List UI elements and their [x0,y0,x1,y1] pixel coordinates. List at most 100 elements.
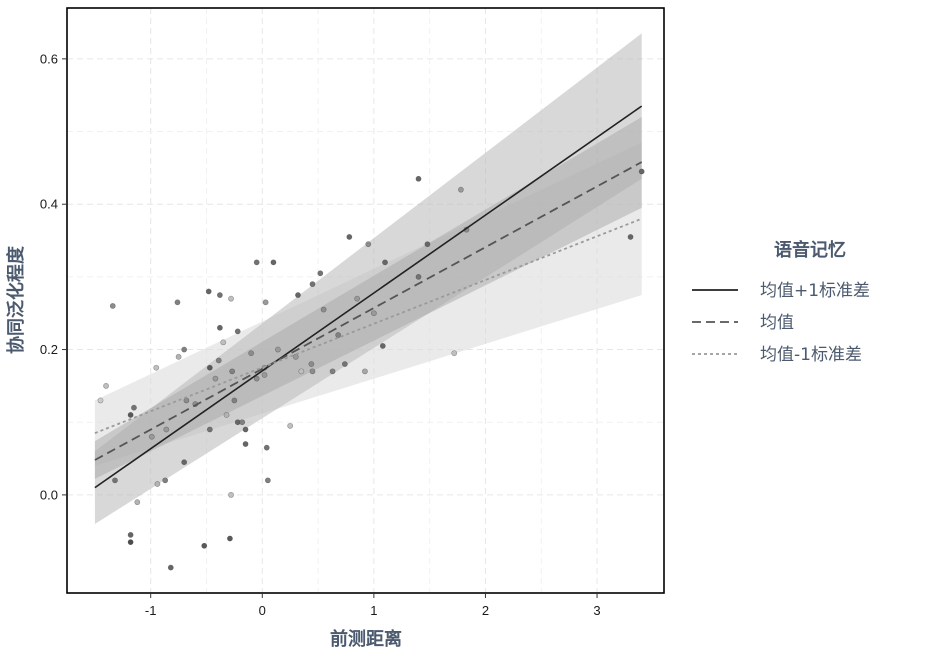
data-point [262,299,269,306]
legend-title: 语音记忆 [774,239,846,261]
y-tick-label: 0.2 [40,342,58,357]
x-tick-label: 0 [259,603,266,618]
data-point [206,364,213,371]
data-point [309,368,316,375]
data-point [298,368,305,375]
y-axis-title: 协同泛化程度 [5,245,27,354]
data-point [148,433,155,440]
data-point [253,259,260,266]
data-point [229,368,236,375]
data-point [458,186,464,193]
data-point [216,292,223,298]
data-point [205,288,212,295]
data-point [220,339,227,346]
regression-line [94,161,643,461]
data-point [320,306,327,313]
data-point [154,481,161,487]
regression-lines [94,105,643,489]
x-tick-label: 1 [370,603,377,618]
data-point [451,350,458,357]
data-point [167,564,174,571]
x-tick-label: -1 [145,603,157,618]
data-point [112,477,118,484]
data-point [317,270,324,277]
data-point [264,477,271,484]
data-point [415,273,422,280]
data-point [638,168,645,175]
data-point [270,259,277,266]
data-point [292,353,299,360]
data-point [175,353,182,360]
data-point [134,499,141,506]
data-point [415,175,422,182]
data-point [97,397,104,404]
data-point [228,491,234,498]
data-point [275,346,281,353]
confidence-band [94,117,642,479]
data-point [201,542,208,549]
data-point [239,419,246,426]
data-point [335,332,342,338]
y-axis-ticks: 0.0 0.2 0.4 0.6 [40,51,67,502]
legend-label: 均值-1标准差 [760,345,862,365]
data-point [365,241,372,248]
data-point [181,346,188,353]
data-point [231,397,238,404]
y-tick-label: 0.6 [40,51,58,66]
data-point [379,343,386,349]
data-point [308,361,315,367]
data-point [242,441,249,447]
data-point [287,422,294,429]
data-point [109,303,116,309]
y-tick-label: 0.4 [40,197,58,212]
legend-label: 均值+1标准差 [760,281,870,301]
data-point [382,259,388,266]
data-point [253,375,260,382]
data-point [627,234,634,240]
data-point [228,295,234,302]
data-point [127,539,134,546]
x-tick-label: 2 [482,603,489,618]
data-point [362,368,368,375]
data-point [206,426,213,433]
data-point [127,412,134,418]
data-point [162,477,169,484]
data-point [223,412,230,418]
data-point [354,295,361,302]
data-point [248,350,255,357]
data-point [346,234,353,240]
data-point [234,328,241,335]
legend-label: 均值 [760,313,794,333]
data-point [215,357,222,364]
scatter-points [97,168,645,571]
data-point [216,324,223,331]
y-tick-label: 0.0 [40,487,58,502]
data-point [341,361,348,367]
data-point [309,281,316,288]
regression-line [94,217,643,434]
data-point [370,310,377,317]
data-point [131,404,137,411]
plot-border [66,7,665,594]
data-point [174,299,181,306]
data-point [242,426,249,433]
data-point [212,375,219,382]
data-point [127,531,134,538]
data-point [227,535,233,542]
data-point [329,368,336,375]
data-point [424,241,431,248]
x-tick-label: 3 [593,603,600,618]
data-point [295,292,301,298]
data-point [261,372,268,378]
x-axis-title: 前测距离 [330,628,402,650]
data-point [263,444,270,451]
data-point [153,364,160,371]
regression-line [94,105,643,489]
data-point [103,382,109,389]
data-point [163,426,170,433]
data-point [181,459,188,466]
x-axis-ticks: -1 0 1 2 3 [145,593,601,618]
